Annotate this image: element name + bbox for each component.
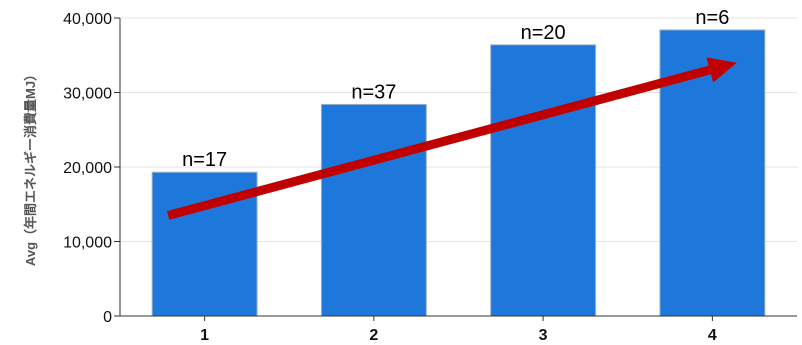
bars [151, 29, 766, 317]
y-tick-label: 30,000 [63, 86, 112, 103]
data-labels: n=17 n=37 n=20 n=6 [182, 7, 729, 171]
trend-arrow-shaft [166, 65, 711, 220]
y-axis-title: Avg（年間エネルギー消費量MJ） [23, 68, 38, 266]
data-label-2: n=37 [351, 81, 396, 103]
bar-2 [320, 103, 427, 317]
data-label-4: n=6 [695, 7, 729, 29]
x-tick-label: 1 [200, 327, 209, 344]
x-tick-label: 2 [369, 327, 378, 344]
bar-3 [490, 44, 597, 317]
y-tick-label: 0 [103, 309, 112, 326]
trend-arrow-group [166, 57, 737, 220]
x-tick-label: 3 [539, 327, 548, 344]
y-tick-label: 10,000 [63, 235, 112, 252]
data-label-1: n=17 [182, 149, 227, 171]
data-label-3: n=20 [521, 22, 566, 44]
y-tick-label: 40,000 [63, 11, 112, 28]
x-tick-label: 4 [708, 327, 717, 344]
axes: 0 10,000 20,000 30,000 40,000 1 2 3 4 [63, 11, 797, 344]
trend-arrow-head [706, 57, 737, 83]
y-tick-label: 20,000 [63, 160, 112, 177]
